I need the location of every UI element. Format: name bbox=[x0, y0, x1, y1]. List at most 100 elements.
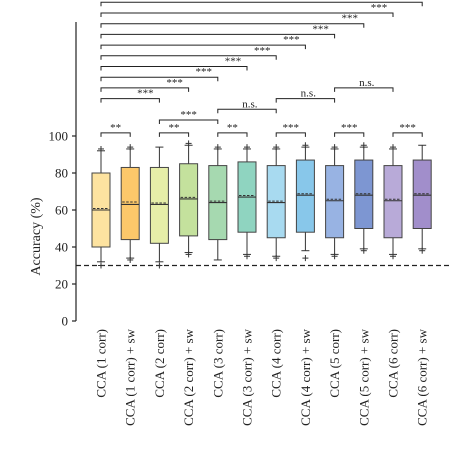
significance-label: *** bbox=[371, 2, 388, 14]
significance-bracket: *** bbox=[100, 77, 190, 92]
bracket-line bbox=[275, 98, 336, 103]
significance-bracket: *** bbox=[334, 122, 365, 137]
box-iqr bbox=[383, 165, 403, 239]
category-label: CCA (5 corr) + sw bbox=[356, 328, 371, 425]
box-group bbox=[179, 140, 199, 258]
category-label: CCA (6 corr) bbox=[386, 329, 401, 398]
bracket-line bbox=[334, 132, 365, 137]
significance-label: *** bbox=[180, 109, 197, 121]
bracket-line bbox=[100, 33, 336, 39]
bracket-line bbox=[392, 132, 423, 137]
significance-label: n.s. bbox=[301, 88, 317, 100]
category-label: CCA (1 corr) bbox=[94, 329, 109, 398]
bracket-line bbox=[100, 87, 190, 92]
bracket-line bbox=[100, 76, 219, 82]
category-label: CCA (2 corr) + sw bbox=[181, 328, 196, 425]
significance-label: *** bbox=[166, 77, 183, 89]
significance-label: *** bbox=[225, 56, 242, 68]
significance-bracket: *** bbox=[100, 23, 336, 39]
significance-bracket: *** bbox=[100, 56, 248, 71]
category-label: CCA (3 corr) bbox=[210, 329, 225, 398]
significance-bracket: ** bbox=[158, 122, 190, 137]
bracket-line bbox=[100, 12, 394, 17]
bracket-line bbox=[100, 98, 160, 103]
bracket-line bbox=[158, 132, 190, 137]
category-label: CCA (1 corr) + sw bbox=[123, 328, 138, 425]
significance-bracket: *** bbox=[158, 109, 219, 124]
bracket-line bbox=[217, 108, 277, 114]
y-tick-label: 20 bbox=[55, 277, 68, 292]
category-label: CCA (4 corr) + sw bbox=[298, 328, 313, 425]
significance-label: *** bbox=[399, 122, 416, 134]
box-group bbox=[383, 144, 403, 260]
bracket-line bbox=[100, 44, 306, 50]
bracket-line bbox=[217, 132, 248, 137]
significance-bracket: *** bbox=[100, 66, 219, 82]
significance-label: *** bbox=[137, 88, 154, 100]
box-iqr bbox=[412, 159, 432, 229]
box-group bbox=[325, 144, 345, 260]
y-tick-label: 100 bbox=[49, 129, 69, 144]
box-iqr bbox=[295, 159, 315, 233]
significance-label: *** bbox=[283, 34, 300, 46]
significance-bracket: *** bbox=[392, 122, 423, 137]
y-axis-label: Accuracy (%) bbox=[29, 197, 44, 275]
significance-label: ** bbox=[169, 122, 180, 134]
box-group bbox=[237, 144, 257, 260]
box-iqr bbox=[325, 165, 345, 239]
bracket-line bbox=[275, 132, 306, 137]
significance-bracket: *** bbox=[100, 34, 306, 50]
box-group bbox=[295, 142, 315, 262]
box-group bbox=[266, 144, 286, 262]
box-group bbox=[354, 142, 374, 254]
box-iqr bbox=[149, 166, 169, 244]
category-label: CCA (2 corr) bbox=[152, 329, 167, 398]
significance-bracket: *** bbox=[100, 0, 423, 7]
bracket-line bbox=[100, 1, 423, 7]
significance-bracket: ** bbox=[100, 122, 131, 137]
bracket-line bbox=[100, 23, 365, 28]
category-label: CCA (3 corr) + sw bbox=[240, 328, 255, 425]
box-iqr bbox=[120, 166, 140, 241]
box-group bbox=[412, 144, 432, 254]
bracket-line bbox=[100, 55, 277, 60]
bracket-line bbox=[334, 87, 394, 92]
significance-bracket: n.s. bbox=[217, 98, 277, 114]
y-tick-label: 60 bbox=[55, 203, 68, 218]
significance-label: ** bbox=[110, 122, 121, 134]
significance-bracket: *** bbox=[100, 88, 160, 103]
significance-label: *** bbox=[400, 0, 417, 3]
significance-label: n.s. bbox=[242, 98, 258, 110]
significance-label: *** bbox=[342, 13, 359, 25]
y-tick-label: 0 bbox=[62, 314, 69, 329]
box-iqr bbox=[179, 163, 199, 237]
significance-bracket: n.s. bbox=[275, 88, 336, 103]
y-tick-label: 40 bbox=[55, 240, 68, 255]
y-tick-label: 80 bbox=[55, 166, 68, 181]
significance-bracket: *** bbox=[100, 45, 277, 60]
bracket-line bbox=[100, 66, 248, 71]
significance-label: *** bbox=[283, 122, 300, 134]
category-label: CCA (4 corr) bbox=[269, 329, 284, 398]
significance-bracket: ** bbox=[217, 122, 248, 137]
significance-label: n.s. bbox=[359, 77, 375, 89]
box-group bbox=[208, 144, 228, 261]
significance-label: *** bbox=[312, 23, 329, 35]
category-label: CCA (6 corr) + sw bbox=[415, 328, 430, 425]
significance-bracket: n.s. bbox=[334, 77, 394, 92]
bracket-line bbox=[158, 119, 219, 124]
significance-label: *** bbox=[341, 122, 358, 134]
significance-bracket: *** bbox=[100, 2, 394, 17]
significance-label: *** bbox=[254, 45, 271, 57]
box-group bbox=[120, 144, 140, 263]
box-group bbox=[149, 146, 169, 269]
box-group bbox=[91, 145, 111, 269]
bracket-line bbox=[100, 132, 131, 137]
category-label: CCA (5 corr) bbox=[327, 329, 342, 398]
significance-bracket: *** bbox=[100, 13, 365, 28]
significance-label: ** bbox=[227, 122, 238, 134]
box-iqr bbox=[266, 165, 286, 239]
significance-label: *** bbox=[196, 66, 213, 78]
significance-bracket: *** bbox=[275, 122, 306, 137]
